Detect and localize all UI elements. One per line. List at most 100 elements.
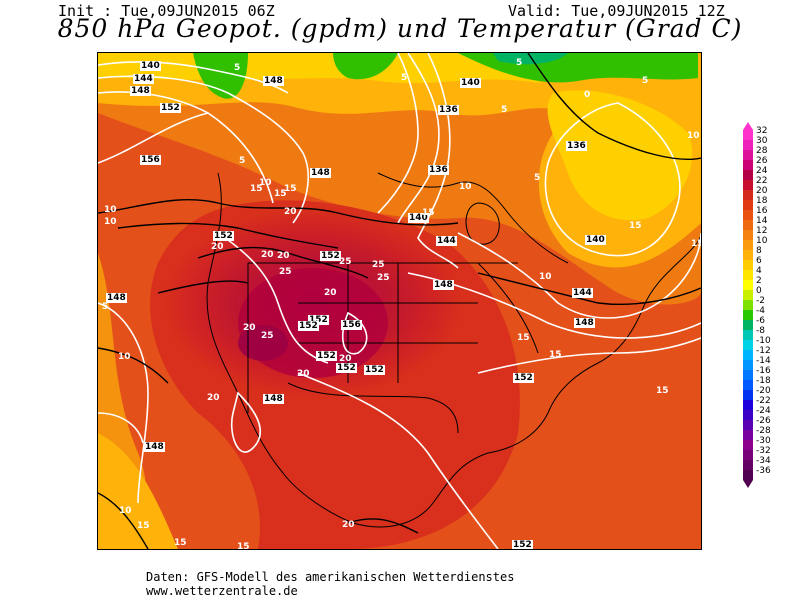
temperature-label: 0: [584, 90, 591, 100]
geopotential-label: 156: [341, 320, 362, 330]
color-scale-swatch: [743, 340, 753, 350]
color-scale-label: 0: [756, 286, 762, 296]
temperature-label: 5: [401, 73, 408, 83]
color-scale-swatch: [743, 270, 753, 280]
color-scale-label: -12: [756, 346, 771, 356]
geopotential-label: 152: [160, 103, 181, 113]
temperature-label: 15: [274, 189, 287, 199]
geopotential-label: 136: [566, 141, 587, 151]
temperature-label: 15: [174, 538, 187, 548]
color-scale-label: 22: [756, 176, 767, 186]
color-scale-label: -28: [756, 426, 771, 436]
color-scale-label: -24: [756, 406, 771, 416]
temperature-label: 15: [549, 350, 562, 360]
color-scale-swatch: [743, 170, 753, 180]
temperature-label: 15: [250, 184, 263, 194]
temperature-label: 25: [377, 273, 390, 283]
color-scale-label: 6: [756, 256, 762, 266]
color-scale-swatch: [743, 220, 753, 230]
color-scale-label: -26: [756, 416, 771, 426]
temperature-label: 15: [284, 184, 297, 194]
color-scale-label: 30: [756, 136, 768, 146]
color-scale-label: -16: [756, 366, 771, 376]
color-scale-label: 14: [756, 216, 768, 226]
color-scale-label: -18: [756, 376, 771, 386]
color-scale-swatch: [743, 450, 753, 460]
color-scale-label: -8: [756, 326, 765, 336]
color-scale-swatch: [743, 400, 753, 410]
geopotential-label: 152: [512, 540, 533, 550]
color-scale-swatch: [743, 250, 753, 260]
color-scale-swatch: [743, 280, 753, 290]
color-scale-swatch: [743, 160, 753, 170]
source-url[interactable]: www.wetterzentrale.de: [146, 584, 298, 598]
geopotential-label: 140: [460, 78, 481, 88]
color-scale-label: 10: [756, 236, 768, 246]
color-scale-label: -2: [756, 296, 765, 306]
color-scale-swatch: [743, 460, 753, 470]
geopotential-label: 144: [133, 74, 154, 84]
geopotential-label: 152: [336, 363, 357, 373]
temperature-label: 20: [284, 207, 297, 217]
color-scale-swatch: [743, 260, 753, 270]
color-scale-swatch: [743, 430, 753, 440]
color-scale-bottom-arrow: [743, 480, 753, 488]
geopotential-label: 148: [263, 76, 284, 86]
temperature-contours: [98, 53, 701, 549]
color-scale-swatch: [743, 130, 753, 140]
geopotential-label: 136: [428, 165, 449, 175]
color-scale-label: 4: [756, 266, 762, 276]
color-scale-label: 32: [756, 126, 767, 136]
temperature-label: 5: [102, 302, 109, 312]
color-scale-label: 18: [756, 196, 768, 206]
color-scale-swatch: [743, 370, 753, 380]
color-scale-swatch: [743, 210, 753, 220]
geopotential-label: 136: [438, 105, 459, 115]
temperature-label: 5: [501, 105, 508, 115]
valid-time: Valid: Tue,09JUN2015 12Z: [508, 2, 725, 20]
color-scale-label: -22: [756, 396, 771, 406]
init-time: Init : Tue,09JUN2015 06Z: [58, 2, 275, 20]
temperature-label: 5: [239, 156, 246, 166]
color-scale-label: 26: [756, 156, 768, 166]
geopotential-label: 148: [574, 318, 595, 328]
color-scale-label: -10: [756, 336, 771, 346]
geopotential-label: 156: [140, 155, 161, 165]
geopotential-label: 148: [433, 280, 454, 290]
color-scale-swatch: [743, 300, 753, 310]
geopotential-label: 140: [408, 213, 429, 223]
temperature-label: 15: [691, 239, 701, 249]
color-scale-label: -34: [756, 456, 771, 466]
color-scale-label: 8: [756, 246, 762, 256]
color-scale-swatch: [743, 390, 753, 400]
color-scale-label: 12: [756, 226, 767, 236]
color-scale-label: 2: [756, 276, 762, 286]
contour-labels: 140 144 148 148 152 156 148 140 136 136 140 136 144 1…: [98, 53, 701, 549]
temperature-label: 25: [261, 331, 274, 341]
color-scale-label: -14: [756, 356, 771, 366]
geopotential-label: 148: [310, 168, 331, 178]
color-scale-swatch: [743, 470, 753, 480]
geopotential-label: 152: [320, 251, 341, 261]
geopotential-label: 148: [263, 394, 284, 404]
color-scale-label: 20: [756, 186, 768, 196]
temperature-label: 20: [243, 323, 256, 333]
color-scale-swatch: [743, 150, 753, 160]
geopotential-label: 148: [144, 442, 165, 452]
temperature-label: 10: [539, 272, 552, 282]
geopotential-label: 152: [308, 315, 329, 325]
geopotential-label: 152: [213, 231, 234, 241]
color-scale-swatch: [743, 330, 753, 340]
color-scale-swatch: [743, 190, 753, 200]
color-scale-swatch: [743, 360, 753, 370]
temperature-label: 15: [517, 333, 530, 343]
temperature-label: 5: [534, 173, 541, 183]
geopotential-label: 148: [130, 86, 151, 96]
temperature-label: 20: [339, 354, 352, 364]
temperature-label: 10: [259, 178, 272, 188]
color-scale-top-arrow: [743, 122, 753, 130]
temperature-label: 5: [234, 63, 241, 73]
color-scale-label: -30: [756, 436, 771, 446]
color-scale-swatch: [743, 440, 753, 450]
geopotential-label: 140: [140, 61, 161, 71]
